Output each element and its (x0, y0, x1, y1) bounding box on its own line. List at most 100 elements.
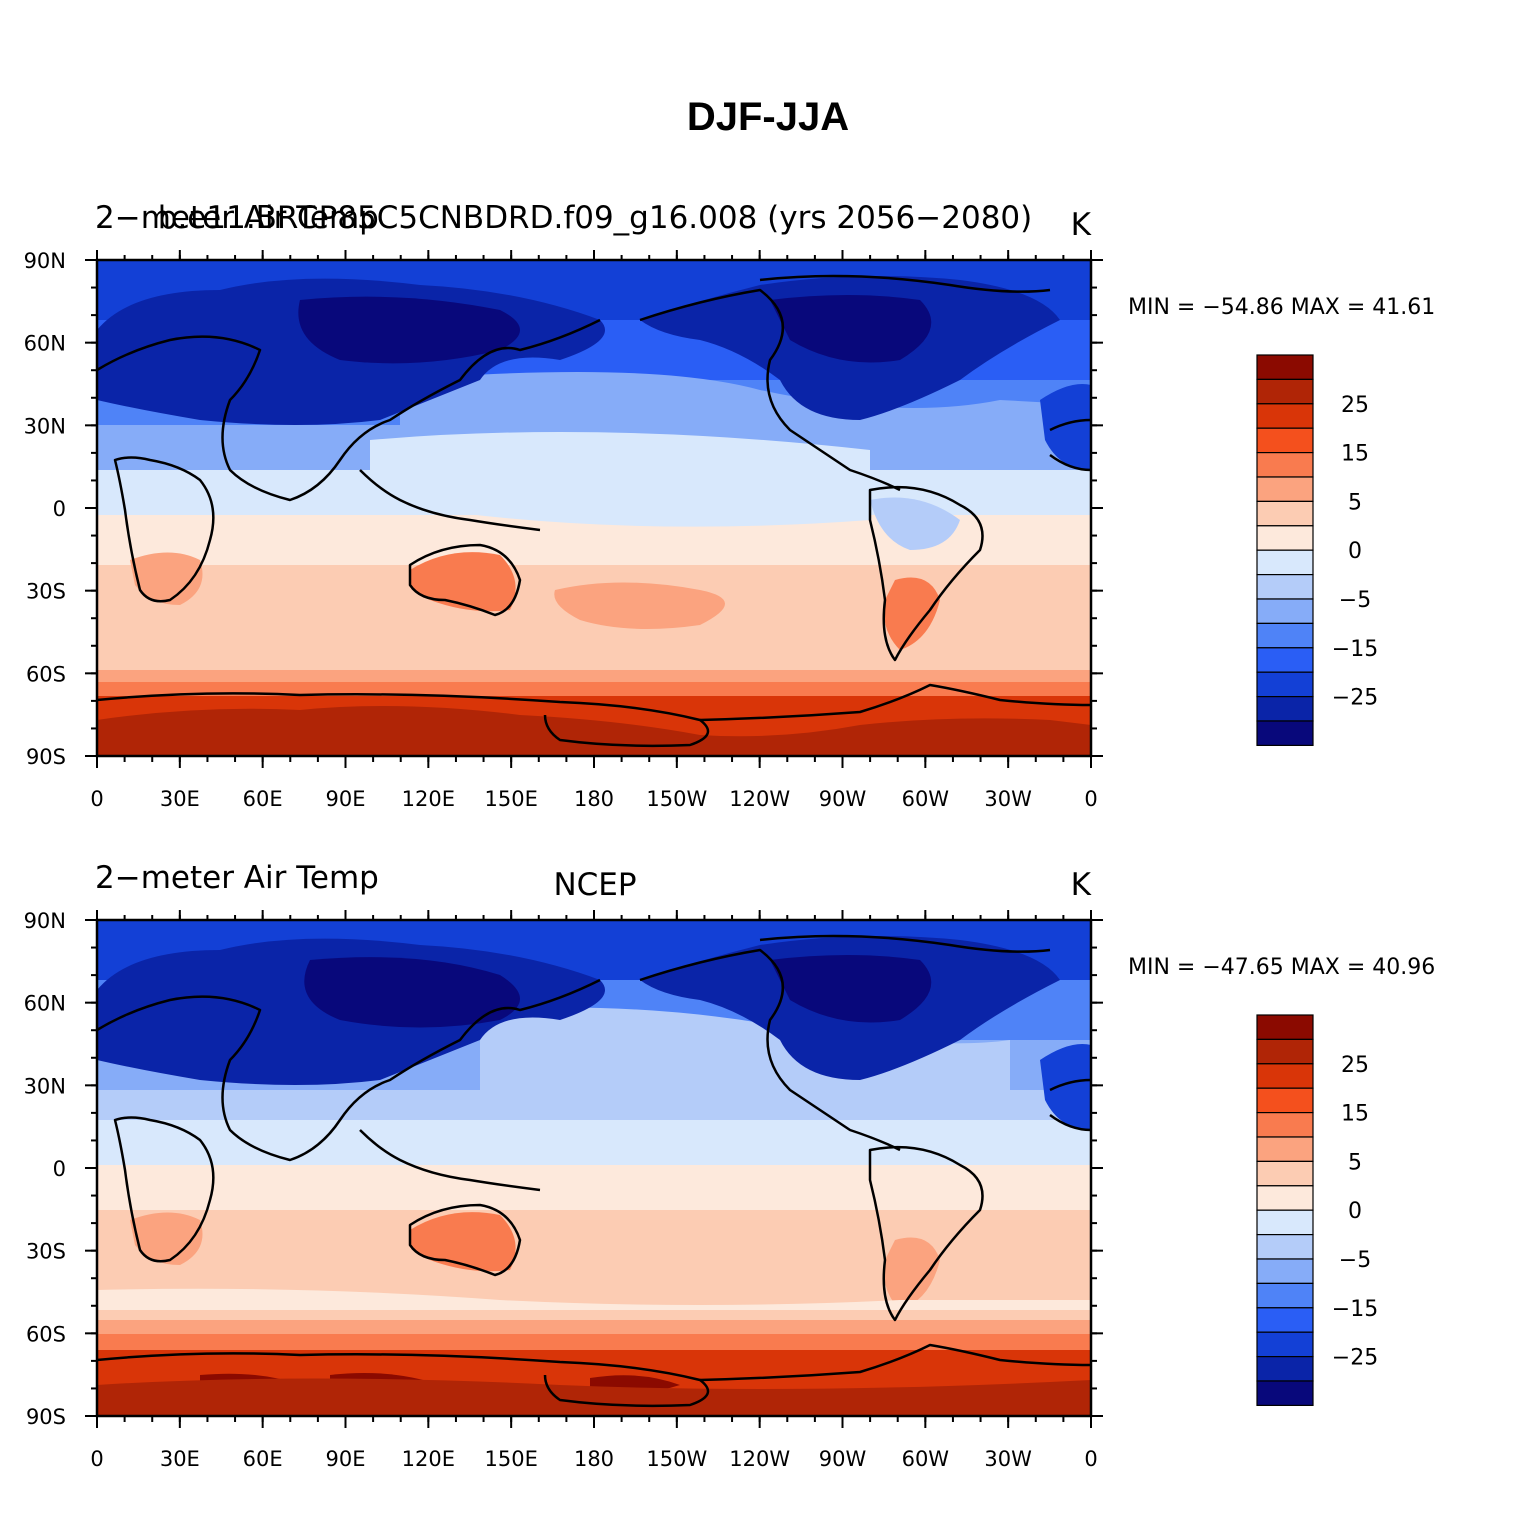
label-bar-box (1256, 598, 1314, 624)
lat-tick-label: 30N (24, 1074, 66, 1098)
temperature-field (97, 920, 1091, 1416)
lon-tick-label: 180 (574, 787, 614, 811)
band (97, 1165, 1091, 1210)
lon-tick-label: 150W (646, 1447, 707, 1471)
lon-tick-label: 90W (819, 1447, 867, 1471)
siberia-core (298, 296, 520, 364)
min-max-stats: MIN = −47.65 MAX = 40.96 (1128, 955, 1435, 980)
lon-tick-label: 60E (243, 1447, 283, 1471)
band (97, 682, 1091, 696)
label-bar-label: −15 (1332, 637, 1378, 662)
lat-tick-label: 60N (24, 332, 66, 356)
lat-tick-label: 30S (26, 1240, 66, 1264)
coastlines (97, 934, 1091, 1408)
label-bar-box (1256, 695, 1314, 722)
label-bar-label: 5 (1348, 1150, 1362, 1175)
lon-tick-label: 120E (402, 787, 455, 811)
label-bar-box (1256, 622, 1314, 649)
label-bar-box (1256, 720, 1314, 746)
lon-tick-label: 90W (819, 787, 867, 811)
label-bar-label: 0 (1348, 1199, 1362, 1224)
lon-tick-label: 30E (160, 1447, 200, 1471)
label-bar-label: −5 (1339, 1248, 1371, 1273)
panel-units: K (1071, 207, 1092, 243)
label-bar-box (1256, 1380, 1314, 1406)
lon-tick-label: 90E (326, 787, 366, 811)
label-bar-box (1256, 1136, 1314, 1162)
label-bar-box (1256, 354, 1314, 380)
label-bar-box (1256, 1331, 1314, 1358)
label-bar-label: 15 (1341, 442, 1369, 467)
label-bar: 25 15 5 0 −5 −15 −25 (1256, 354, 1378, 746)
lon-tick-label: 0 (90, 1447, 103, 1471)
lat-tick-label: 90N (24, 909, 66, 933)
label-bar-box (1256, 378, 1314, 405)
lon-tick-label: 30E (160, 787, 200, 811)
lon-tick-label: 0 (1084, 787, 1097, 811)
label-bar-box (1256, 1160, 1314, 1187)
australia-warm (409, 552, 516, 612)
lon-tick-label: 60W (902, 787, 950, 811)
africa-warm (130, 552, 203, 605)
label-bar-box (1256, 1209, 1314, 1236)
band (97, 1334, 1091, 1350)
lon-tick-labels: 0 30E 60E 90E 120E 150E 180 150W 120W 90W 60W 30W 0 (90, 1447, 1097, 1471)
lon-tick-label: 180 (574, 1447, 614, 1471)
pacific-pale-patch (370, 432, 870, 527)
lon-tick-label: 30W (984, 787, 1032, 811)
lat-tick-label: 90S (26, 745, 66, 769)
label-bar-box (1256, 1185, 1314, 1211)
label-bar-box (1256, 549, 1314, 576)
label-bar-box (1256, 647, 1314, 673)
label-bar-box (1256, 1282, 1314, 1309)
lat-tick-label: 60N (24, 992, 66, 1016)
panel-model: 2−meter Air Temp b.e11.BRCP85C5CNBDRD.f0… (24, 200, 1436, 811)
subtropic-pale-band (97, 1288, 1091, 1310)
label-bar-box (1256, 427, 1314, 454)
southamerica-warm (884, 1237, 940, 1310)
label-bar-box (1256, 573, 1314, 600)
lat-tick-label: 90N (24, 249, 66, 273)
label-bar-box (1256, 1111, 1314, 1138)
africa-warm (130, 1212, 203, 1265)
pacific-cool-patch (480, 1007, 1010, 1100)
lat-tick-labels: 90N 60N 30N 0 30S 60S 90S (24, 249, 66, 769)
label-bar-label: 25 (1341, 1053, 1369, 1078)
label-bar-box (1256, 476, 1314, 502)
panel-left-title: 2−meter Air Temp (95, 200, 379, 236)
panel-units: K (1071, 867, 1092, 903)
canada-core (770, 955, 932, 1023)
label-bar-label: −25 (1332, 686, 1378, 711)
label-bar-box (1256, 1233, 1314, 1260)
band (97, 1120, 1091, 1165)
label-bar-box (1256, 1087, 1314, 1114)
lat-tick-labels: 90N 60N 30N 0 30S 60S 90S (24, 909, 66, 1429)
lon-tick-label: 150E (484, 787, 537, 811)
label-bar-label: 15 (1341, 1102, 1369, 1127)
coastlines (97, 274, 1091, 748)
label-bar-box (1256, 500, 1314, 527)
label-bar-label: 0 (1348, 539, 1362, 564)
label-bar-box (1256, 671, 1314, 698)
lat-tick-label: 90S (26, 1405, 66, 1429)
label-bar-box (1256, 452, 1314, 478)
lon-tick-label: 90E (326, 1447, 366, 1471)
southamerica-cool (870, 497, 960, 550)
label-bar-box (1256, 1307, 1314, 1333)
lat-tick-label: 0 (53, 1157, 66, 1181)
label-bar-label: 5 (1348, 490, 1362, 515)
lon-tick-label: 120W (729, 787, 790, 811)
lon-tick-label: 150E (484, 1447, 537, 1471)
panel-center-title: b.e11.BRCP85C5CNBDRD.f09_g16.008 (yrs 20… (158, 200, 1032, 236)
panel-left-title: 2−meter Air Temp (95, 860, 379, 896)
tick-marks (85, 250, 1103, 768)
label-bar: 25 15 5 0 −5 −15 −25 (1256, 1014, 1378, 1406)
min-max-stats: MIN = −54.86 MAX = 41.61 (1128, 295, 1435, 320)
lon-tick-label: 120E (402, 1447, 455, 1471)
europe-cold (1040, 1044, 1091, 1130)
band (97, 670, 1091, 682)
lat-tick-label: 60S (26, 662, 66, 686)
subtropic-warm-patch (554, 582, 725, 629)
label-bar-box (1256, 1355, 1314, 1382)
lon-tick-label: 120W (729, 1447, 790, 1471)
